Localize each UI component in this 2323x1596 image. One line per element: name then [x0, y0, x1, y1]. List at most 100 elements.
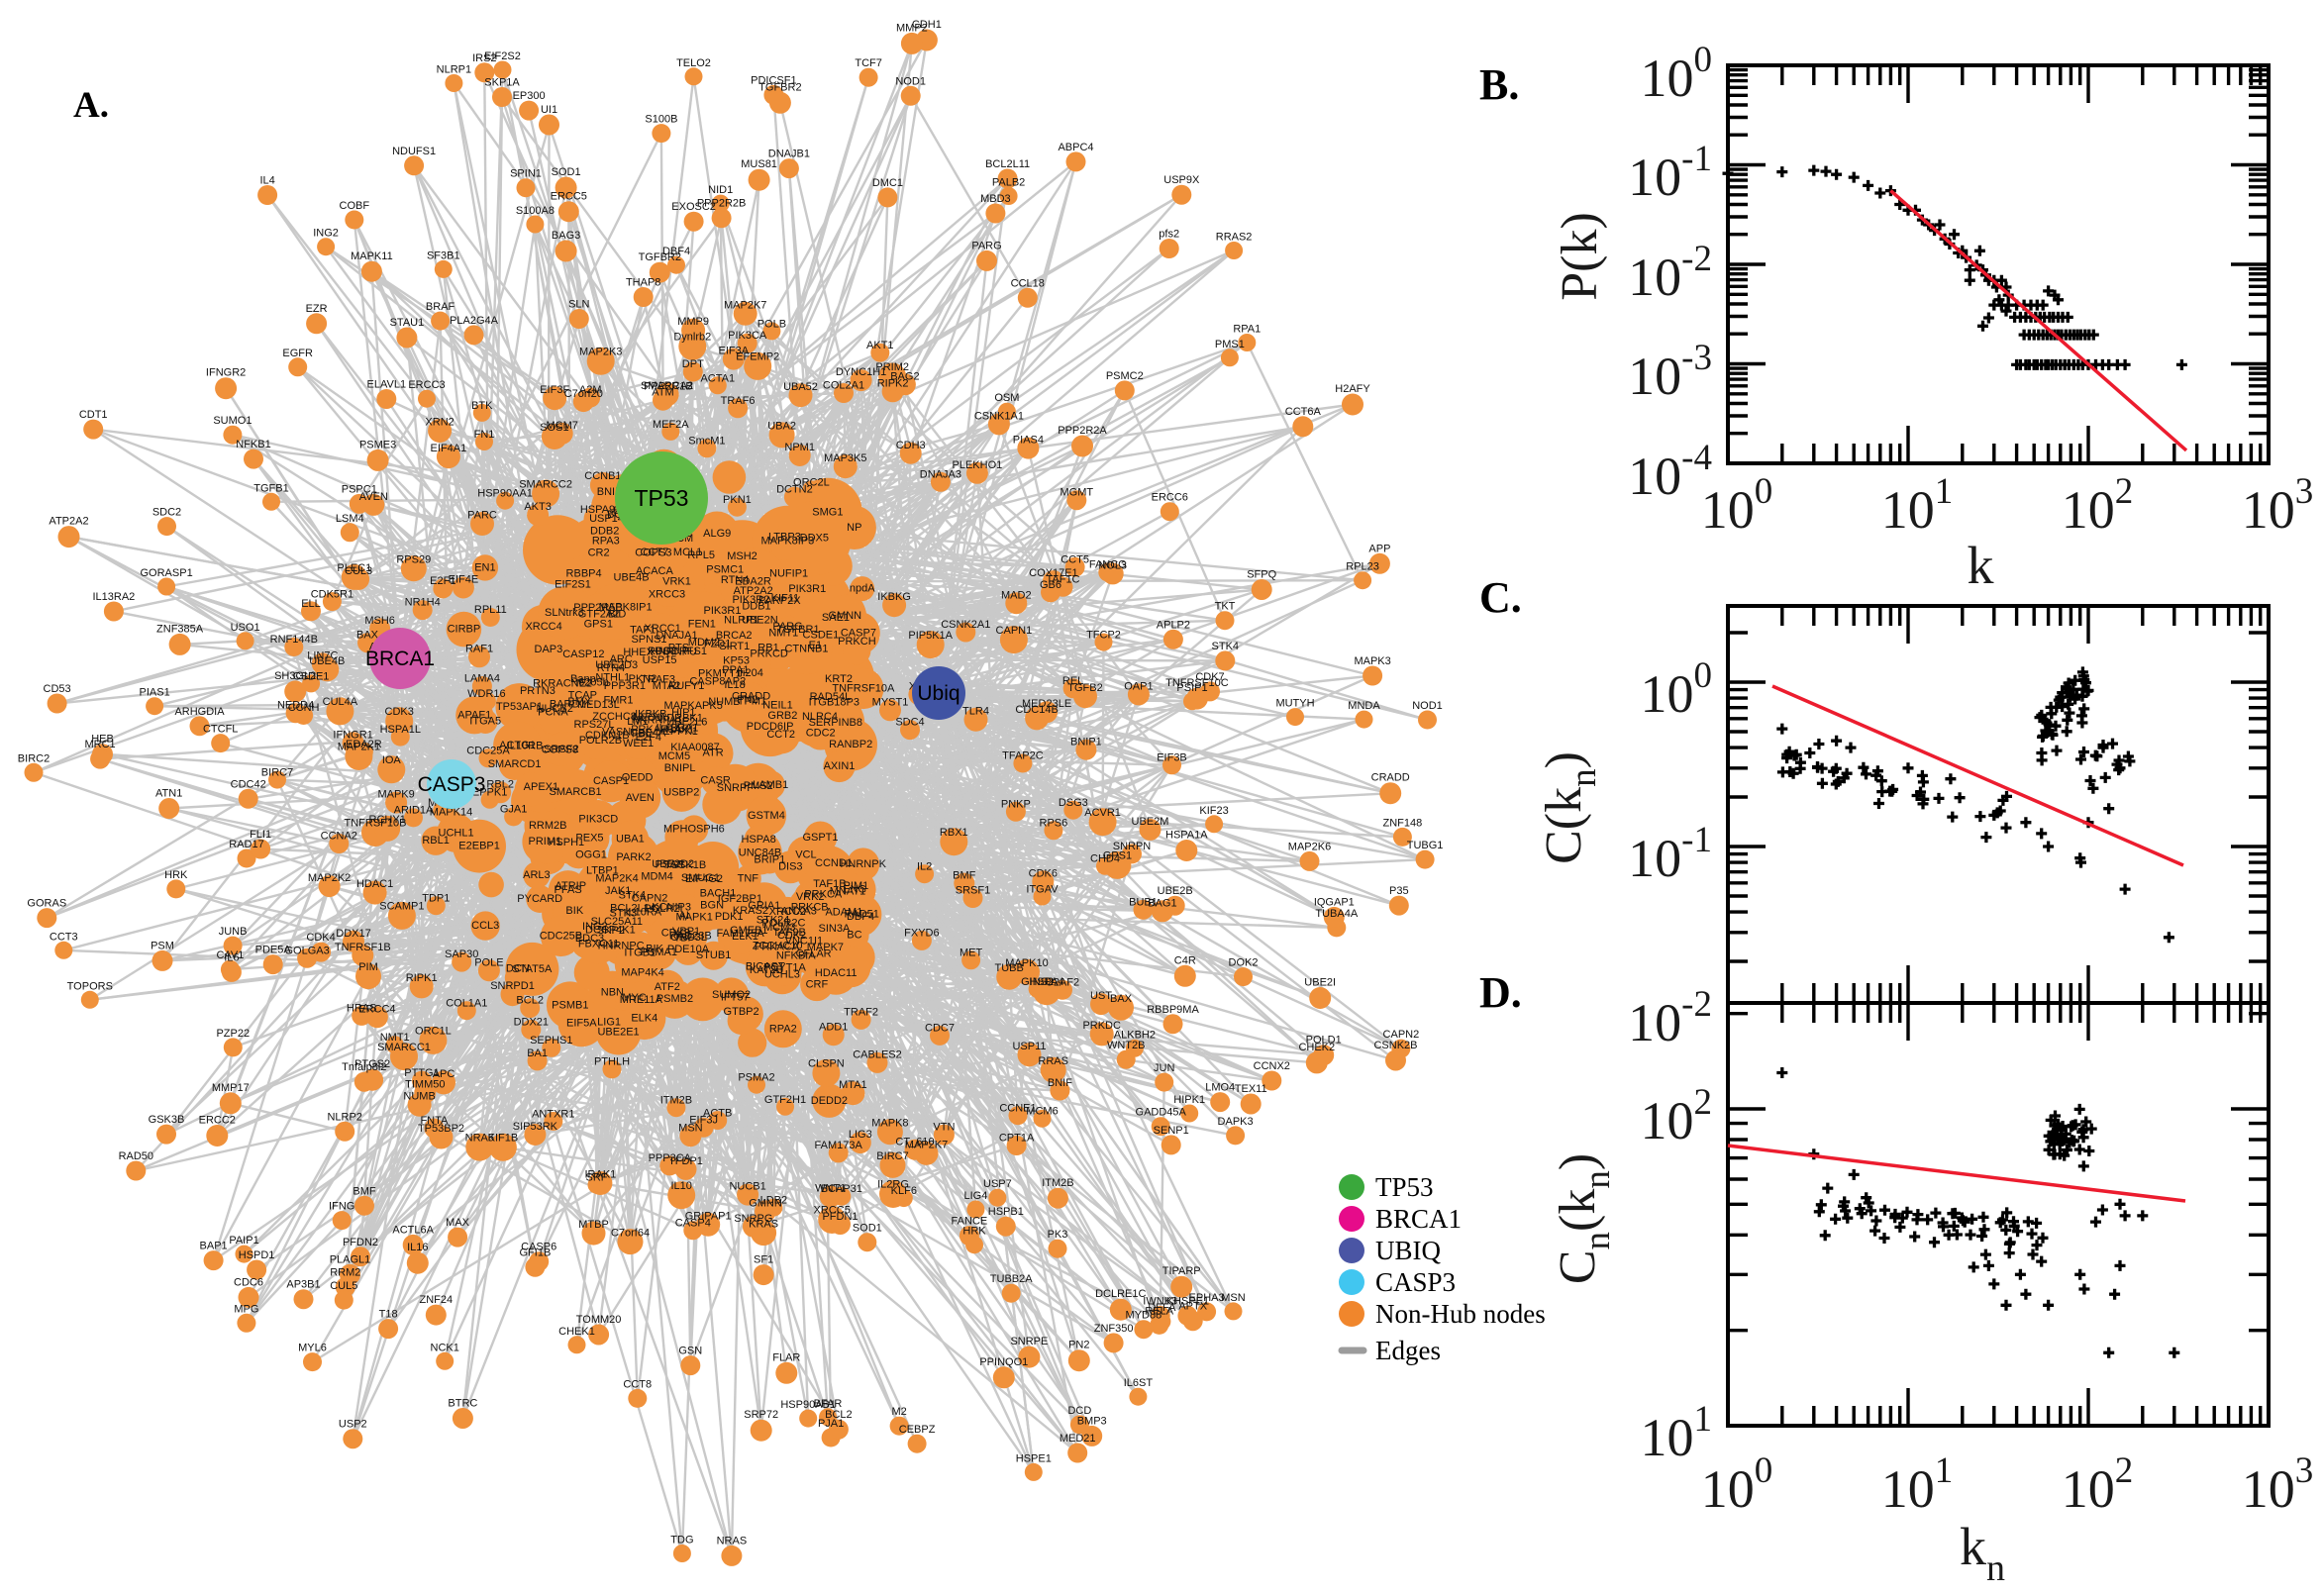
svg-text:VASN: VASN: [602, 727, 631, 739]
svg-text:UI1: UI1: [541, 104, 557, 116]
svg-text:P35: P35: [1389, 885, 1409, 897]
svg-text:COL1A1: COL1A1: [446, 997, 487, 1009]
svg-text:CCT2: CCT2: [766, 729, 795, 741]
svg-text:ZNF385A: ZNF385A: [156, 623, 204, 635]
svg-text:GPS1: GPS1: [1103, 850, 1132, 862]
svg-text:PAIP1: PAIP1: [229, 1235, 258, 1247]
svg-text:E2F4: E2F4: [636, 732, 661, 744]
svg-text:MCM3: MCM3: [763, 922, 795, 934]
svg-text:VRK2: VRK2: [796, 891, 825, 903]
svg-text:CASP3: CASP3: [418, 773, 486, 796]
svg-text:MGMT: MGMT: [1060, 487, 1093, 499]
svg-text:ABPC4: ABPC4: [1058, 142, 1093, 153]
svg-text:ACTL6A: ACTL6A: [392, 1224, 434, 1236]
svg-text:WEE1: WEE1: [623, 738, 654, 749]
svg-text:ZNF350: ZNF350: [1094, 1323, 1134, 1335]
svg-text:PLEKHO1: PLEKHO1: [953, 459, 1003, 471]
svg-text:CCNB1: CCNB1: [584, 470, 621, 482]
svg-text:VBP1: VBP1: [672, 926, 700, 938]
svg-text:BICAST: BICAST: [746, 961, 785, 973]
svg-text:RPL5: RPL5: [687, 549, 715, 561]
svg-text:SAP30: SAP30: [445, 948, 478, 960]
svg-text:PARG: PARG: [772, 621, 802, 633]
svg-text:PDICSF1: PDICSF1: [751, 74, 796, 86]
svg-text:HSPA4: HSPA4: [1029, 976, 1063, 988]
svg-text:PKMYT1: PKMYT1: [698, 667, 742, 679]
svg-text:COBF: COBF: [340, 200, 370, 212]
svg-text:SENP1: SENP1: [1154, 1125, 1189, 1137]
svg-text:DMC1: DMC1: [872, 177, 903, 189]
svg-text:PALB2: PALB2: [992, 177, 1025, 189]
svg-text:SRSF2: SRSF2: [544, 744, 578, 755]
svg-text:BTRC: BTRC: [448, 1398, 477, 1410]
svg-text:EDA2R: EDA2R: [735, 575, 771, 587]
svg-text:CCNH: CCNH: [288, 702, 320, 714]
svg-text:DIS3: DIS3: [778, 861, 802, 873]
svg-text:ING2: ING2: [313, 228, 339, 240]
svg-text:MED13L: MED13L: [577, 699, 620, 711]
svg-text:IGF2BP1: IGF2BP1: [718, 893, 762, 905]
svg-text:SKP2: SKP2: [597, 925, 625, 937]
svg-text:AI: AI: [678, 910, 688, 922]
svg-text:STK3: STK3: [610, 908, 638, 920]
svg-text:CSDE1: CSDE1: [803, 629, 840, 641]
svg-text:BMF: BMF: [353, 1185, 376, 1197]
svg-text:PRKCB: PRKCB: [791, 902, 829, 914]
svg-text:RIPK2: RIPK2: [877, 377, 909, 389]
svg-text:LIG1: LIG1: [597, 1017, 621, 1029]
svg-text:UBE2D3: UBE2D3: [595, 659, 638, 671]
svg-text:OSM: OSM: [994, 392, 1019, 404]
svg-text:PLAGL1: PLAGL1: [330, 1253, 371, 1265]
svg-text:PRKDC: PRKDC: [1082, 1020, 1121, 1032]
svg-text:DCN: DCN: [506, 963, 530, 975]
svg-text:HSP90AA1: HSP90AA1: [477, 488, 533, 500]
svg-text:CCNE1: CCNE1: [999, 1102, 1036, 1114]
svg-text:KRAS2: KRAS2: [733, 905, 768, 917]
svg-text:RPS27L: RPS27L: [574, 719, 615, 731]
svg-text:P(k): P(k): [1552, 212, 1608, 301]
svg-text:UST: UST: [1090, 990, 1112, 1002]
svg-text:PLEC1: PLEC1: [337, 562, 371, 574]
svg-text:HSPB1: HSPB1: [988, 1206, 1024, 1218]
svg-text:BTK: BTK: [471, 400, 493, 412]
svg-text:H2AFY: H2AFY: [1335, 383, 1370, 395]
svg-text:MPHOSPH6: MPHOSPH6: [663, 824, 725, 836]
svg-text:PIK3R2: PIK3R2: [732, 594, 769, 606]
svg-text:XRCC4: XRCC4: [525, 621, 561, 633]
svg-text:EFEMP2: EFEMP2: [736, 351, 779, 363]
svg-text:SF1: SF1: [754, 1254, 773, 1266]
svg-text:HSPA1A: HSPA1A: [1165, 830, 1208, 842]
svg-text:CCNA2: CCNA2: [321, 831, 357, 843]
svg-text:UBE2D2: UBE2D2: [652, 858, 694, 870]
svg-text:CASP7: CASP7: [841, 628, 876, 640]
svg-text:E2F1: E2F1: [430, 575, 455, 587]
svg-text:BRAF: BRAF: [426, 301, 455, 313]
svg-text:NFKBIA: NFKBIA: [776, 950, 816, 962]
svg-text:IL10RB: IL10RB: [507, 741, 544, 752]
svg-text:HSP90AB1: HSP90AB1: [780, 1399, 836, 1411]
svg-text:RBL2: RBL2: [486, 778, 514, 790]
svg-text:ITGB18P3: ITGB18P3: [809, 696, 859, 708]
svg-text:NRA5: NRA5: [465, 1132, 494, 1144]
svg-text:MCM7: MCM7: [547, 420, 578, 432]
svg-text:UNC84B: UNC84B: [739, 847, 781, 858]
svg-text:BIRC7: BIRC7: [261, 767, 293, 779]
svg-text:IL4: IL4: [259, 175, 274, 187]
svg-text:RPS29: RPS29: [396, 554, 431, 566]
svg-text:CCL3: CCL3: [471, 920, 499, 932]
svg-text:IL2RG: IL2RG: [877, 1179, 909, 1191]
svg-text:OEDD: OEDD: [622, 771, 654, 783]
svg-text:USP14: USP14: [589, 513, 624, 525]
svg-text:IL10: IL10: [670, 1180, 691, 1192]
svg-text:CIRBP: CIRBP: [448, 624, 481, 636]
svg-text:RPL23: RPL23: [1346, 561, 1379, 573]
svg-text:KRAS: KRAS: [749, 1218, 778, 1230]
svg-text:PARK2: PARK2: [616, 851, 651, 863]
svg-text:MAP2K1: MAP2K1: [338, 742, 380, 753]
svg-text:MCL1: MCL1: [673, 547, 702, 558]
svg-text:ORC3L: ORC3L: [670, 932, 707, 944]
svg-text:DDX21: DDX21: [514, 1016, 549, 1028]
svg-text:SEPHS1: SEPHS1: [530, 1035, 572, 1047]
svg-text:SRSF1: SRSF1: [956, 885, 990, 897]
svg-text:RAD51: RAD51: [844, 909, 878, 921]
